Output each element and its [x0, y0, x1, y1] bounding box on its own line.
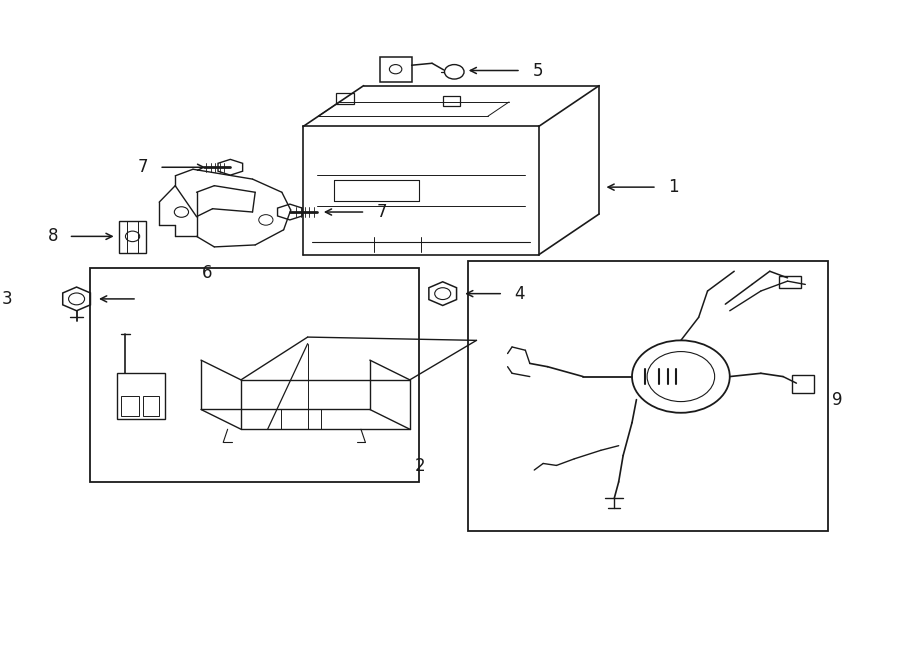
Bar	[336, 93, 354, 104]
Text: 8: 8	[48, 227, 58, 245]
Bar	[119, 221, 146, 253]
Bar	[117, 373, 166, 419]
Bar	[143, 397, 159, 416]
Text: 3: 3	[2, 290, 13, 308]
Bar	[380, 57, 411, 82]
Bar	[468, 261, 827, 531]
Bar	[121, 397, 139, 416]
Bar	[792, 375, 814, 393]
Text: 9: 9	[832, 391, 842, 408]
Text: 7: 7	[138, 158, 148, 176]
Text: 7: 7	[377, 203, 388, 221]
Text: 4: 4	[514, 285, 525, 303]
Bar	[778, 276, 801, 288]
Text: 2: 2	[414, 457, 425, 475]
Bar	[90, 268, 418, 482]
Bar	[443, 96, 461, 106]
Text: 5: 5	[533, 61, 543, 79]
Text: 6: 6	[202, 264, 212, 282]
Text: 1: 1	[669, 178, 680, 196]
